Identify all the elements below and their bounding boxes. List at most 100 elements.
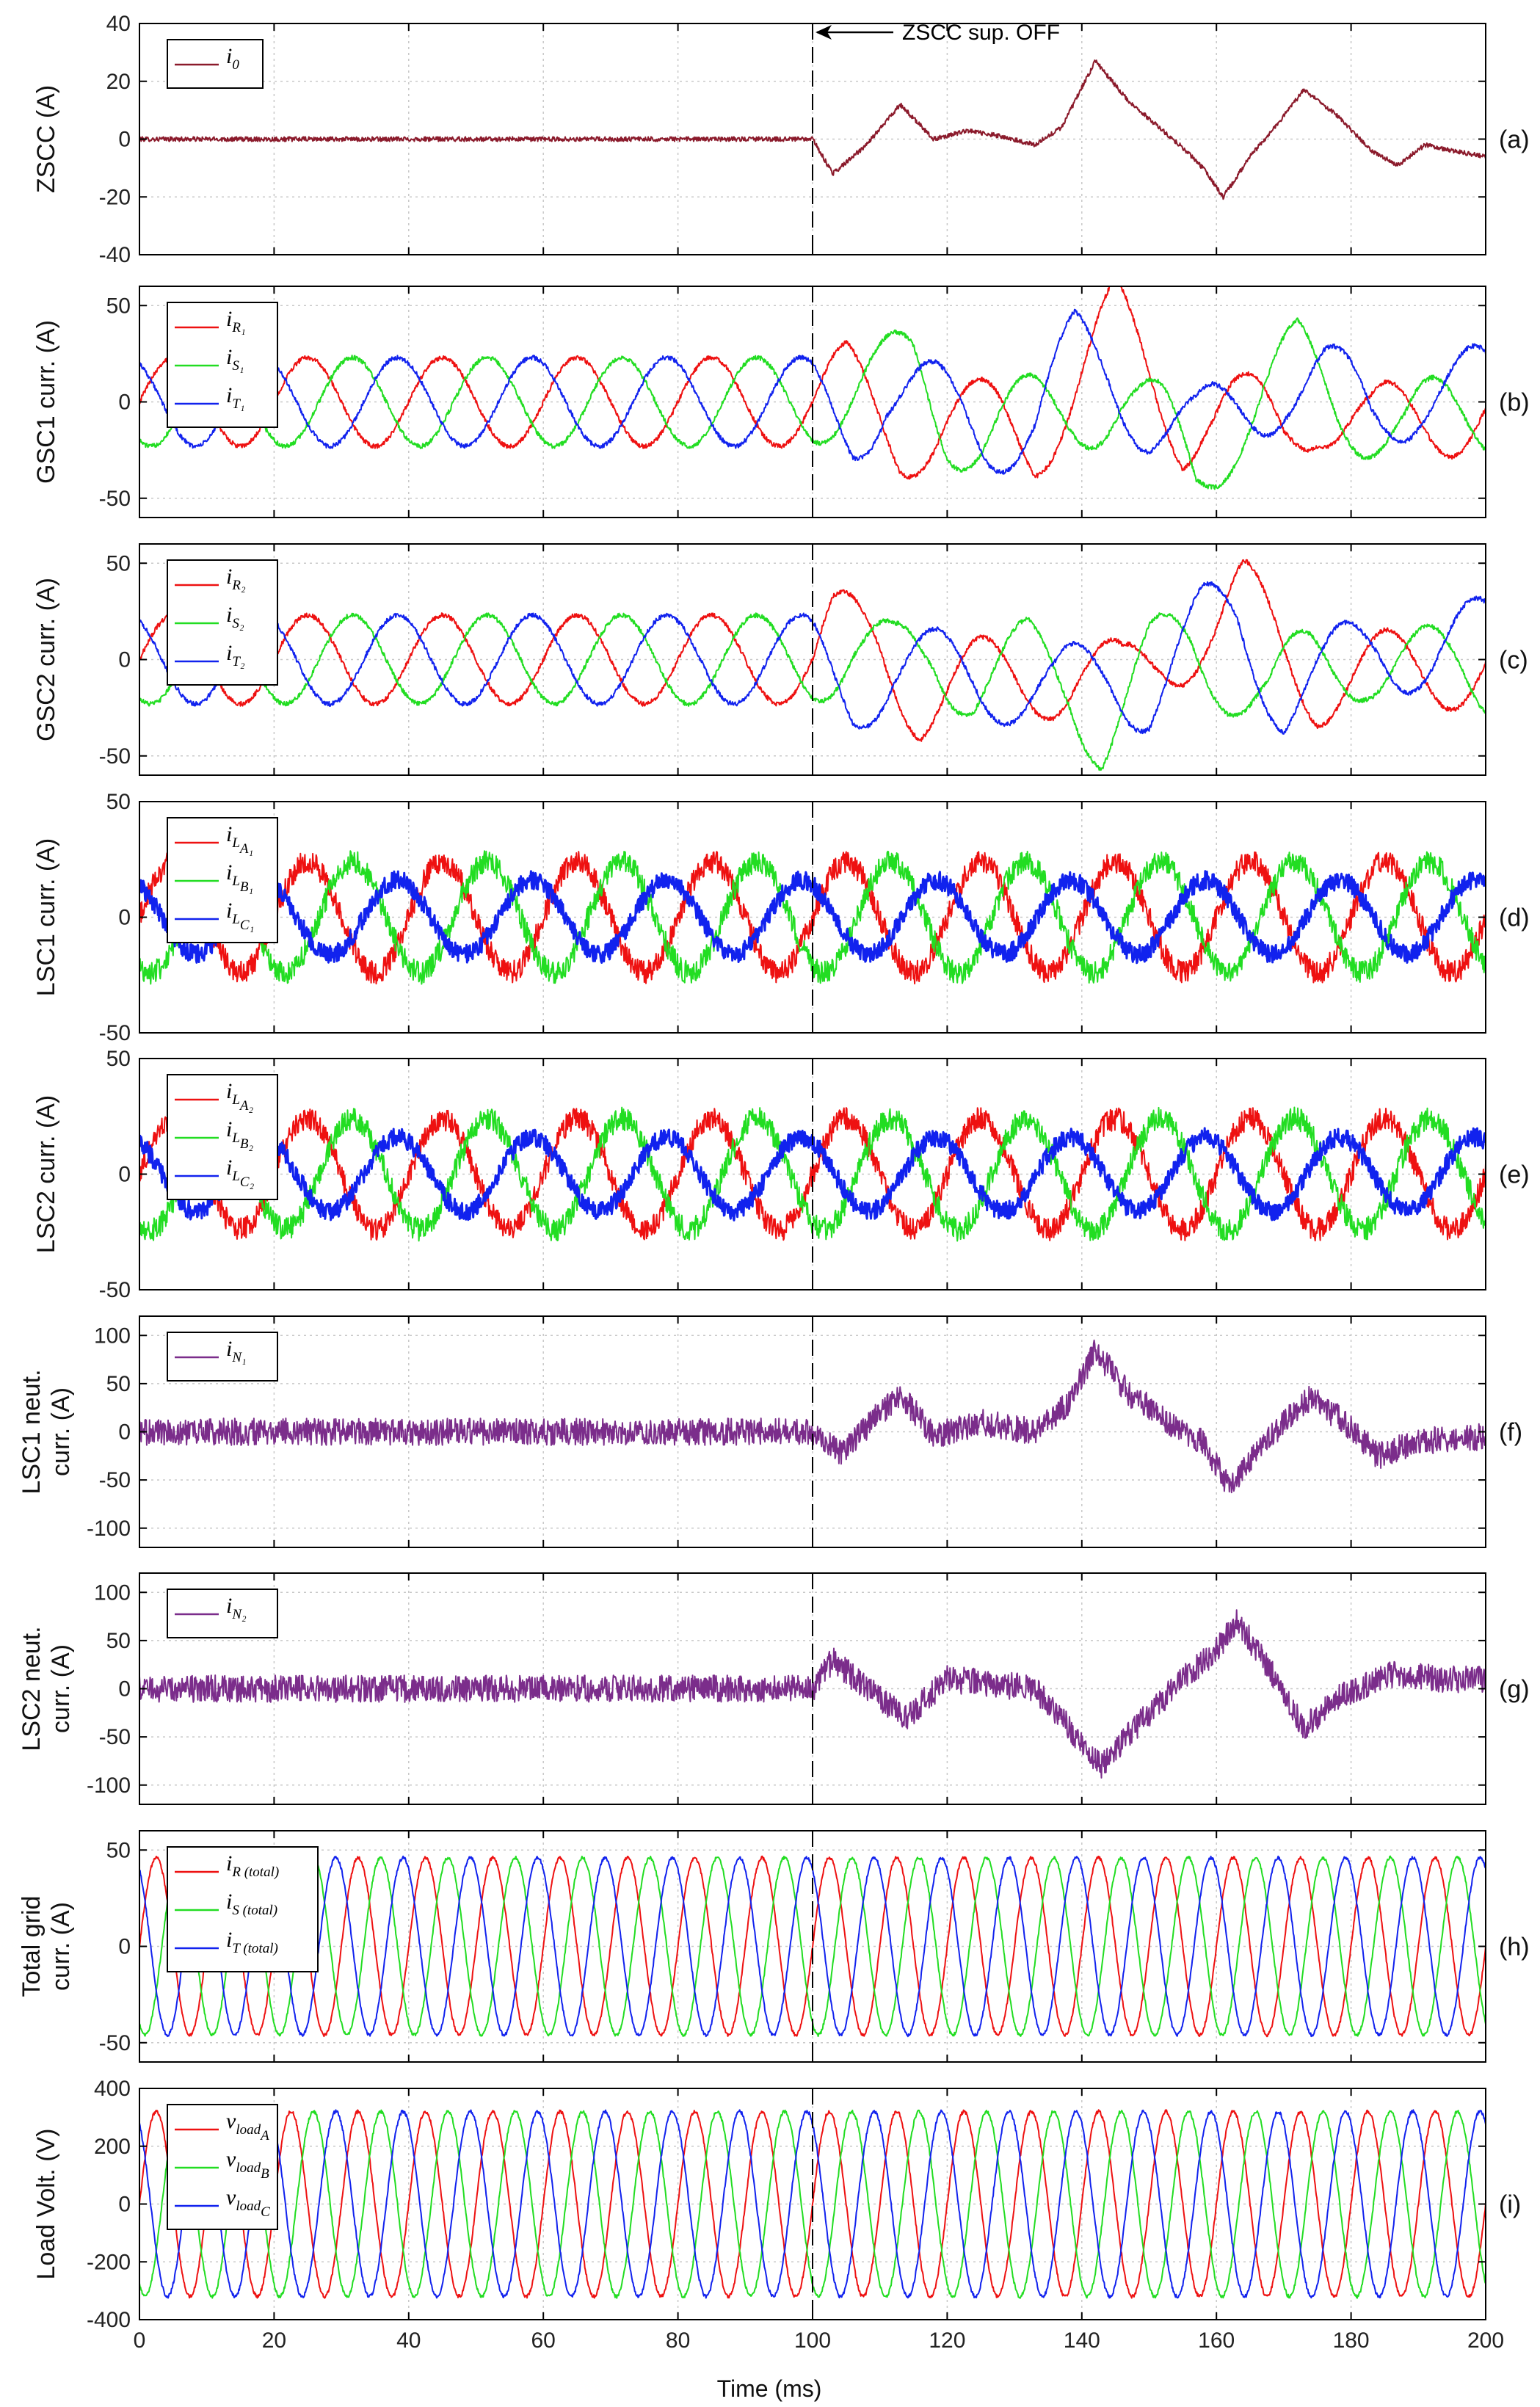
y-tick-label: -100	[87, 1517, 131, 1541]
x-tick-label: 140	[1064, 2328, 1100, 2353]
series-line-a-1	[139, 59, 1486, 200]
panel-tag: (d)	[1499, 904, 1530, 932]
y-tick-label: 0	[118, 906, 131, 930]
legend-entry: vloadB	[226, 2147, 269, 2182]
legend-entry: iR₁	[226, 307, 246, 335]
panel-d: -50 0 50 LSC1 curr. (A) (d) iLA₁ iLB₁ iLC₁	[32, 790, 1530, 1045]
series-line-b-1	[139, 286, 1486, 480]
panel-g: -100 -50 0 50 100 LSC2 neut. curr. (A) (g) iN₂	[18, 1572, 1530, 1805]
x-tick-label: 120	[929, 2328, 965, 2353]
legend-entry: iT (total)	[226, 1928, 278, 1956]
panel-a: -40 -20 0 20 40 ZSCC (A) (a) i0 ZSCC sup. OFF	[32, 12, 1530, 267]
y-tick-label: 200	[94, 2135, 131, 2159]
y-tick-label: -200	[87, 2250, 131, 2274]
y-tick-label: 50	[106, 790, 131, 814]
legend-entry: vloadC	[226, 2185, 270, 2220]
y-axis-label: curr. (A)	[47, 1644, 75, 1733]
y-tick-label: 0	[118, 648, 131, 672]
y-axis-label: LSC1 neut.	[18, 1369, 46, 1494]
panel-tag: (f)	[1499, 1419, 1522, 1447]
legend-entry: iLC₂	[226, 1155, 255, 1190]
y-tick-label: 50	[106, 1372, 131, 1396]
panel-c: -50 0 50 GSC2 curr. (A) (c) iR₂ iS₂ iT₂	[32, 543, 1528, 776]
x-axis-label: Time (ms)	[717, 2375, 822, 2402]
panel-tag: (h)	[1499, 1934, 1530, 1961]
legend-entry: iS₁	[226, 345, 244, 374]
legend: iN₁	[167, 1332, 278, 1382]
legend-entry: vloadA	[226, 2109, 269, 2143]
y-tick-label: 0	[118, 1420, 131, 1445]
panel-h: -50 0 50 Total grid curr. (A) (h) iR (total) iS…	[18, 1830, 1530, 2063]
panel-b: -50 0 50 GSC1 curr. (A) (b) iR₁ iS₁ iT₁	[32, 286, 1530, 518]
panel-tag: (c)	[1499, 647, 1528, 675]
y-tick-label: 0	[118, 2193, 131, 2217]
panel-f: -100 -50 0 50 100 LSC1 neut. curr. (A) (f) iN₁	[18, 1315, 1522, 1548]
panel-tag: (i)	[1499, 2191, 1521, 2219]
x-tick-label: 20	[262, 2328, 286, 2353]
y-tick-label: -40	[99, 243, 131, 267]
x-tick-label: 80	[666, 2328, 690, 2353]
y-tick-label: 20	[106, 70, 131, 94]
legend: iR (total) iS (total) iT (total)	[167, 1846, 319, 1972]
y-tick-label: -50	[99, 1725, 131, 1749]
x-tick-label: 0	[134, 2328, 146, 2353]
legend: iLA₂ iLB₂ iLC₂	[167, 1074, 278, 1200]
legend: iLA₁ iLB₁ iLC₁	[167, 817, 278, 943]
legend-entry: i0	[226, 44, 239, 73]
y-axis-label: curr. (A)	[47, 1387, 75, 1476]
y-tick-label: -50	[99, 1468, 131, 1492]
event-arrow	[816, 25, 893, 40]
panel-i: -400 -200 0 200 400 0 20 40 60 80 100 120 140 160 180 2…	[32, 2077, 1521, 2353]
legend-entry: iS₂	[226, 603, 244, 631]
y-tick-label: -50	[99, 1021, 131, 1045]
y-tick-label: 0	[118, 1163, 131, 1187]
series-line-h-1	[139, 1855, 1486, 2038]
y-axis-label: Total grid	[18, 1896, 46, 1997]
legend-entry: iR₂	[226, 564, 246, 593]
y-tick-label: 100	[94, 1580, 131, 1605]
x-tick-label: 200	[1467, 2328, 1504, 2353]
event-annotation: ZSCC sup. OFF	[902, 21, 1060, 45]
series-line-c-1	[139, 559, 1486, 742]
panel-e: -50 0 50 LSC2 curr. (A) (e) iLA₂ iLB₂ iLC₂	[32, 1047, 1530, 1302]
y-tick-label: 50	[106, 1047, 131, 1071]
y-tick-label: -100	[87, 1774, 131, 1798]
y-tick-label: 0	[118, 1935, 131, 1959]
y-tick-label: 50	[106, 294, 131, 318]
y-tick-label: -400	[87, 2308, 131, 2332]
legend-entry: iLA₁	[226, 822, 253, 857]
legend-entry: iR (total)	[226, 1851, 279, 1880]
y-axis-label: LSC2 neut.	[18, 1626, 46, 1751]
y-tick-label: 50	[106, 1838, 131, 1862]
x-tick-label: 60	[531, 2328, 556, 2353]
y-axis-label: ZSCC (A)	[32, 85, 60, 193]
y-tick-label: -50	[99, 2031, 131, 2055]
y-axis-label: GSC1 curr. (A)	[32, 320, 60, 484]
panel-tag: (b)	[1499, 389, 1530, 417]
x-tick-label: 180	[1333, 2328, 1370, 2353]
legend: i0	[167, 39, 264, 89]
y-tick-label: 400	[94, 2077, 131, 2101]
y-tick-label: 0	[118, 128, 131, 152]
y-axis-label: Load Volt. (V)	[32, 2128, 60, 2279]
panel-tag: (a)	[1499, 126, 1530, 154]
y-axis-label: GSC2 curr. (A)	[32, 578, 60, 741]
legend-entry: iT₂	[226, 641, 245, 669]
legend: iR₂ iS₂ iT₂	[167, 559, 278, 686]
x-tick-label: 100	[794, 2328, 831, 2353]
legend-entry: iLB₁	[226, 860, 253, 895]
y-tick-label: 0	[118, 1677, 131, 1702]
y-axis-label: LSC2 curr. (A)	[32, 1095, 60, 1253]
series-line-i-1	[139, 2109, 1486, 2299]
legend-entry: iT₁	[226, 383, 245, 412]
panel-tag: (g)	[1499, 1676, 1530, 1704]
y-axis-label: curr. (A)	[47, 1902, 75, 1991]
y-tick-label: 0	[118, 391, 131, 415]
y-axis-label: LSC1 curr. (A)	[32, 838, 60, 996]
legend: iR₁ iS₁ iT₁	[167, 302, 278, 428]
y-tick-label: -50	[99, 1278, 131, 1302]
legend-entry: iN₂	[226, 1594, 247, 1622]
